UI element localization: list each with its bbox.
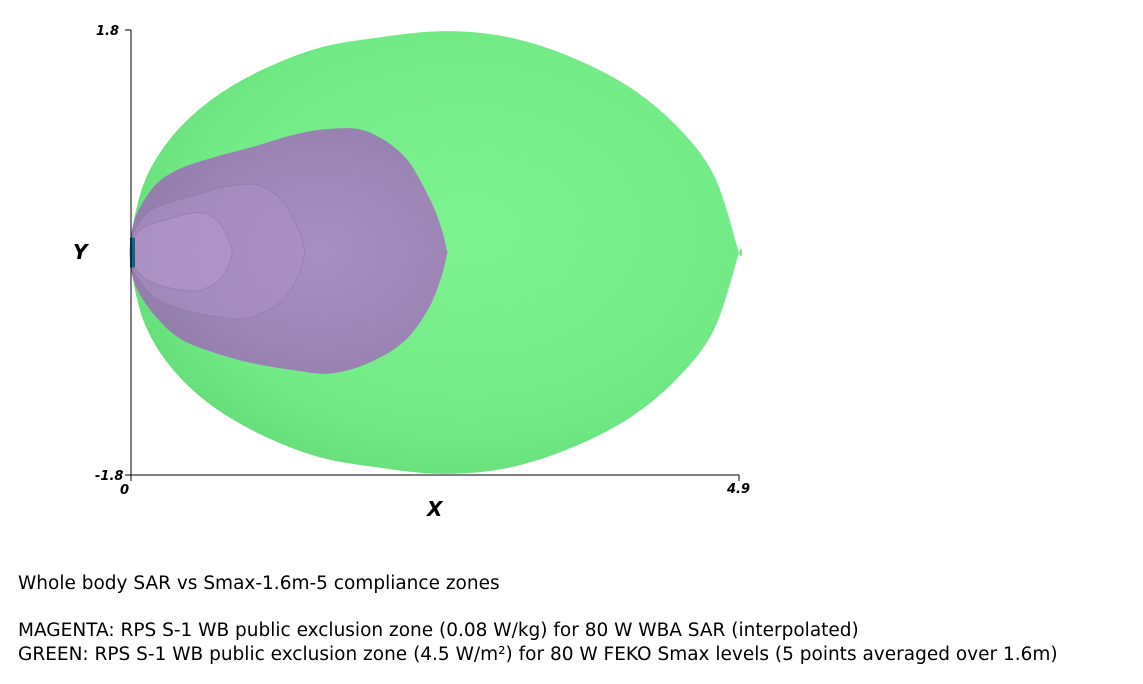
caption-title: Whole body SAR vs Smax-1.6m-5 compliance…: [18, 573, 500, 594]
y-tick-label-top: 1.8: [96, 24, 119, 39]
y-axis-title: Y: [73, 240, 90, 264]
antenna-source-marker: [130, 237, 135, 268]
axes: 1.8 -1.8 0 4.9 X Y: [73, 24, 750, 521]
x-axis-title: X: [425, 497, 444, 521]
x-tick-label-right: 4.9: [726, 482, 750, 497]
zones-layer: [129, 31, 743, 474]
y-tick-label-bottom: -1.8: [95, 469, 123, 484]
x-tick-label-left: 0: [120, 483, 129, 498]
magenta-zone-fold-2: [130, 212, 234, 292]
caption-green-legend: GREEN: RPS S-1 WB public exclusion zone …: [18, 644, 1058, 665]
compliance-zone-plot: 1.8 -1.8 0 4.9 X Y: [73, 24, 750, 521]
caption-magenta-legend: MAGENTA: RPS S-1 WB public exclusion zon…: [18, 620, 859, 641]
